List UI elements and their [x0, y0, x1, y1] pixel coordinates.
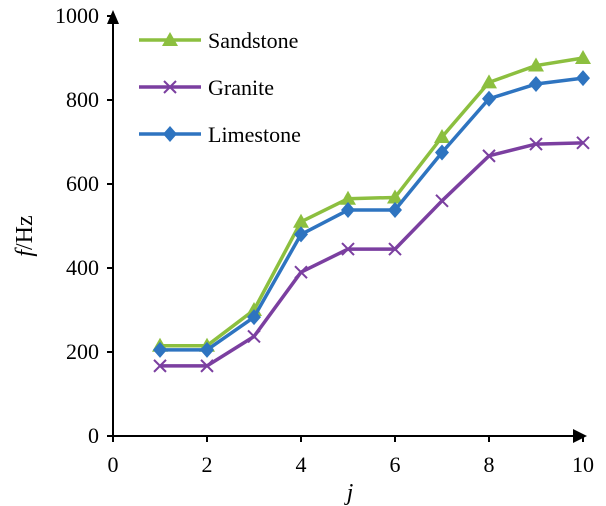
- data-point-marker: [435, 144, 449, 161]
- data-point-marker: [153, 359, 167, 373]
- x-axis-arrow: [573, 429, 587, 443]
- y-tick-label: 1000: [55, 3, 99, 28]
- y-tick-label: 200: [66, 339, 99, 364]
- data-point-marker: [200, 359, 214, 373]
- legend-marker: [163, 80, 177, 94]
- legend-item-limestone: Limestone: [139, 122, 301, 147]
- data-point-marker: [388, 242, 402, 256]
- data-point-marker: [341, 242, 355, 256]
- data-point-marker: [576, 136, 590, 150]
- data-point-marker: [575, 50, 591, 64]
- data-point-marker: [576, 70, 590, 87]
- legend-item-sandstone: Sandstone: [139, 28, 298, 53]
- x-tick-label: 0: [108, 452, 119, 477]
- data-point-marker: [529, 76, 543, 93]
- legend-item-granite: Granite: [139, 75, 274, 100]
- legend: Sandstone Granite Limestone: [139, 28, 301, 147]
- y-tick-label: 400: [66, 255, 99, 280]
- data-point-marker: [294, 226, 308, 243]
- axes: [107, 10, 587, 443]
- data-point-marker: [481, 74, 497, 89]
- data-point-marker: [528, 57, 544, 72]
- data-point-marker: [293, 213, 309, 228]
- series-group: [152, 50, 591, 373]
- data-point-marker: [200, 341, 214, 358]
- x-tick-label: 2: [202, 452, 213, 477]
- x-tick-label: 8: [484, 452, 495, 477]
- data-point-marker: [529, 137, 543, 151]
- data-point-marker: [247, 309, 261, 326]
- data-point-marker: [435, 194, 449, 208]
- y-axis-label-symbol: f: [12, 247, 38, 257]
- series-line: [160, 76, 584, 352]
- y-tick-label: 0: [88, 423, 99, 448]
- data-point-marker: [482, 90, 496, 107]
- series-limestone: [153, 70, 590, 358]
- y-tick-label: 600: [66, 171, 99, 196]
- data-point-marker: [388, 202, 402, 219]
- data-point-marker: [294, 265, 308, 279]
- series-line: [160, 141, 584, 368]
- data-point-marker: [341, 202, 355, 219]
- y-axis-label: f/Hz: [12, 215, 38, 256]
- data-point-marker: [153, 341, 167, 358]
- data-point-marker: [387, 189, 403, 204]
- legend-label: Limestone: [208, 122, 301, 147]
- series-line: [160, 56, 584, 348]
- series-granite: [153, 136, 590, 373]
- x-tick-label: 4: [296, 452, 307, 477]
- data-point-marker: [247, 329, 261, 344]
- legend-marker: [162, 32, 178, 46]
- x-axis-label: j: [344, 480, 354, 506]
- x-tick-label: 6: [390, 452, 401, 477]
- data-point-marker: [340, 190, 356, 205]
- legend-label: Granite: [208, 75, 274, 100]
- y-tick-label: 800: [66, 87, 99, 112]
- x-tick-label: 10: [572, 452, 594, 477]
- legend-label: Sandstone: [208, 28, 298, 53]
- data-point-marker: [482, 149, 496, 163]
- data-point-marker: [434, 128, 450, 143]
- legend-marker: [163, 126, 177, 142]
- tick-labels: 0 200 400 600 800 1000 0 2 4 6 8 10: [55, 3, 594, 477]
- y-axis-label-unit: /Hz: [12, 215, 38, 250]
